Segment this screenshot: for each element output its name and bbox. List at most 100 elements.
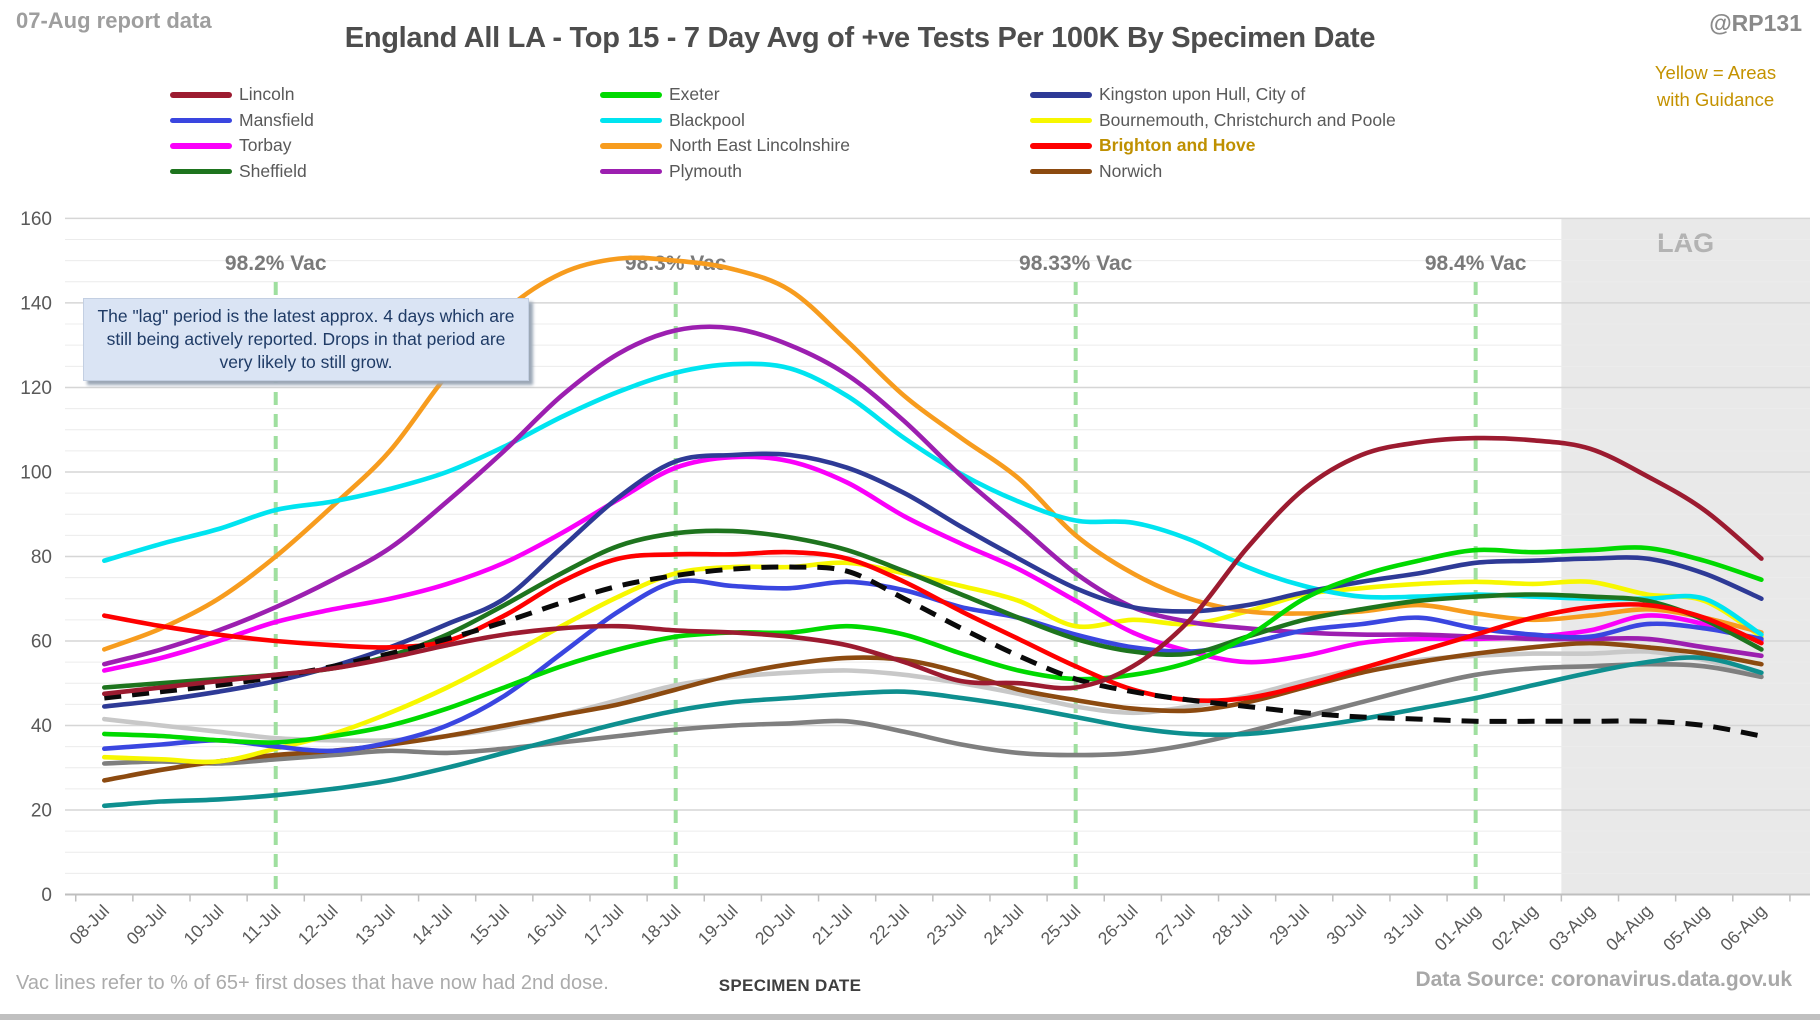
x-tick-label: 09-Jul	[122, 901, 170, 949]
vac-lines-footnote: Vac lines refer to % of 65+ first doses …	[16, 972, 609, 994]
series-line-unlabelled-gray	[102, 661, 1764, 766]
legend-column-3: Kingston upon Hull, City of Bournemouth, …	[1030, 82, 1396, 184]
x-tick-label: 02-Aug	[1488, 901, 1542, 955]
x-tick-label: 17-Jul	[580, 901, 628, 949]
legend-item-torbay: Torbay	[170, 133, 314, 159]
y-tick-label: 100	[20, 462, 52, 483]
lag-region-label: LAG	[1657, 228, 1714, 258]
legend-swatch	[1030, 117, 1092, 123]
vac-line-label: 98.4% Vac	[1425, 252, 1527, 275]
x-tick-label: 24-Jul	[980, 901, 1028, 949]
legend-swatch	[170, 92, 232, 98]
legend-label: Lincoln	[239, 84, 295, 105]
series-line-unlabelled-england-average	[104, 564, 1762, 739]
vac-line-label: 98.2% Vac	[225, 252, 327, 275]
legend-item-plymouth: Plymouth	[600, 159, 850, 185]
y-tick-label: 120	[20, 378, 52, 399]
x-tick-label: 14-Jul	[408, 901, 456, 949]
x-tick-label: 29-Jul	[1265, 901, 1313, 949]
x-tick-label: 19-Jul	[694, 901, 742, 949]
x-tick-label: 23-Jul	[922, 901, 970, 949]
legend-label: Mansfield	[239, 109, 314, 130]
legend-swatch	[600, 117, 662, 123]
x-tick-label: 26-Jul	[1094, 901, 1142, 949]
x-tick-label: 08-Jul	[65, 901, 113, 949]
legend-swatch	[600, 168, 662, 174]
y-tick-label: 40	[31, 716, 52, 737]
y-tick-label: 80	[31, 547, 52, 568]
page-title: England All LA - Top 15 - 7 Day Avg of +…	[344, 22, 1376, 54]
y-tick-label: 140	[20, 293, 52, 314]
x-tick-label: 27-Jul	[1151, 901, 1199, 949]
legend-label: Bournemouth, Christchurch and Poole	[1099, 109, 1396, 130]
x-tick-label: 25-Jul	[1037, 901, 1085, 949]
x-tick-label: 21-Jul	[808, 901, 856, 949]
x-tick-label: 15-Jul	[465, 901, 513, 949]
x-tick-label: 22-Jul	[865, 901, 913, 949]
series-line-bournemouth-christchurch-and-poole	[102, 560, 1764, 765]
y-tick-label: 20	[31, 800, 52, 821]
legend-swatch	[1030, 92, 1092, 98]
author-handle: @RP131	[1709, 10, 1802, 36]
legend-item-bournemouth-christchurch-and-poole: Bournemouth, Christchurch and Poole	[1030, 108, 1396, 134]
legend-label: Kingston upon Hull, City of	[1099, 84, 1306, 105]
legend-item-kingston-upon-hull-city-of: Kingston upon Hull, City of	[1030, 82, 1396, 108]
x-tick-label: 20-Jul	[751, 901, 799, 949]
legend-swatch	[170, 143, 232, 149]
legend-label: Blackpool	[669, 109, 745, 130]
x-tick-label: 06-Aug	[1716, 901, 1770, 955]
lag-note-box: The "lag" period is the latest approx. 4…	[83, 298, 529, 382]
legend-item-brighton-and-hove: Brighton and Hove	[1030, 133, 1396, 159]
legend-swatch	[600, 92, 662, 98]
x-tick-label: 11-Jul	[238, 901, 285, 948]
legend-item-blackpool: Blackpool	[600, 108, 850, 134]
legend-label: Sheffield	[239, 160, 307, 181]
report-date-note: 07-Aug report data	[16, 8, 212, 33]
series-line-exeter	[102, 545, 1764, 745]
x-tick-label: 30-Jul	[1322, 901, 1370, 949]
series-line-north-east-lincolnshire	[102, 255, 1764, 652]
legend-label: North East Lincolnshire	[669, 135, 850, 156]
y-tick-label: 0	[41, 885, 52, 906]
series-line-unlabelled-silver	[102, 648, 1764, 743]
legend-item-exeter: Exeter	[600, 82, 850, 108]
series-line-brighton-and-hove	[102, 549, 1764, 704]
y-axis-labels: 0 20 40 60 80 100 120 140 160	[20, 209, 52, 906]
y-tick-label: 60	[31, 631, 52, 652]
legend-label: Plymouth	[669, 160, 742, 181]
legend-swatch	[170, 168, 232, 174]
legend-item-north-east-lincolnshire: North East Lincolnshire	[600, 133, 850, 159]
x-tick-label: 16-Jul	[522, 901, 570, 949]
legend-column-1: Lincoln Mansfield Torbay Sheffield	[170, 82, 314, 184]
x-axis-title: SPECIMEN DATE	[718, 976, 862, 995]
x-tick-label: 04-Aug	[1602, 901, 1656, 955]
x-tick-label: 05-Aug	[1659, 901, 1713, 955]
series-lines	[102, 255, 1764, 809]
legend-label: Torbay	[239, 135, 292, 156]
y-tick-label: 160	[20, 209, 52, 230]
x-tick-label: 03-Aug	[1545, 901, 1599, 955]
legend-label: Brighton and Hove	[1099, 135, 1256, 156]
series-line-lincoln	[102, 435, 1764, 697]
x-axis-ticks	[74, 894, 1791, 902]
legend-label: Norwich	[1099, 160, 1163, 181]
x-tick-label: 13-Jul	[351, 901, 399, 949]
legend-swatch	[170, 117, 232, 123]
x-tick-label: 01-Aug	[1430, 901, 1484, 955]
legend-item-sheffield: Sheffield	[170, 159, 314, 185]
legend-item-lincoln: Lincoln	[170, 82, 314, 108]
series-line-unlabelled-teal	[102, 655, 1764, 809]
series-line-mansfield	[102, 578, 1764, 754]
bottom-divider	[0, 1014, 1820, 1020]
legend-swatch	[600, 143, 662, 149]
legend-label: Exeter	[669, 84, 720, 105]
legend-item-norwich: Norwich	[1030, 159, 1396, 185]
legend-item-mansfield: Mansfield	[170, 108, 314, 134]
legend-swatch	[1030, 143, 1092, 149]
x-tick-label: 28-Jul	[1208, 901, 1256, 949]
legend-column-2: Exeter Blackpool North East Lincolnshire Pl…	[600, 82, 850, 184]
x-tick-label: 10-Jul	[180, 901, 228, 949]
x-tick-label: 31-Jul	[1379, 901, 1427, 949]
